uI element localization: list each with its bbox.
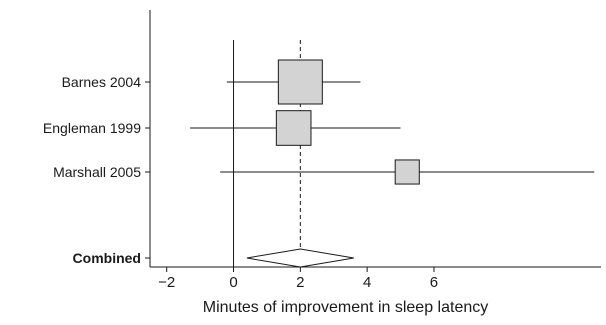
study-label: Barnes 2004 [62,74,142,90]
study-rows: Barnes 2004 Engleman 1999 Marshall 2005 [43,59,595,185]
study-label: Engleman 1999 [43,120,141,136]
x-tick-label: 6 [430,274,438,291]
x-tick-label: 4 [363,274,371,291]
study-estimate-box [277,59,323,105]
combined-label: Combined [73,250,141,266]
plot-axes [149,10,601,268]
combined-estimate-diamond [246,248,354,268]
study-estimate-box [394,159,420,185]
x-tick-label: 2 [296,274,304,291]
study-estimate-box [275,110,312,146]
combined-row: Combined [73,248,354,268]
x-axis-ticks: −2 0 2 4 6 [158,267,438,291]
study-label: Marshall 2005 [53,164,141,180]
x-tick-label: −2 [158,274,175,291]
x-axis-title: Minutes of improvement in sleep latency [203,299,488,316]
x-tick-label: 0 [229,274,237,291]
